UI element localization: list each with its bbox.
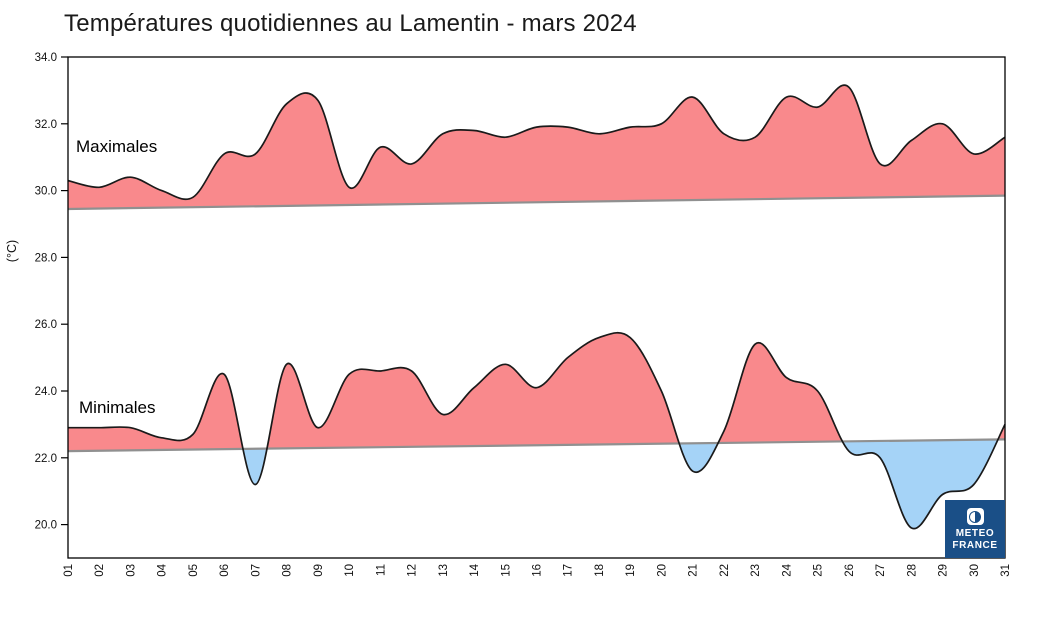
x-tick-label: 19	[625, 564, 637, 577]
x-tick-label: 31	[1000, 564, 1012, 577]
meteo-france-logo: METEO FRANCE	[945, 500, 1005, 558]
x-tick-label: 18	[594, 564, 606, 577]
x-tick-label: 06	[219, 564, 231, 577]
x-tick-label: 30	[969, 564, 981, 577]
x-tick-label: 03	[125, 564, 137, 577]
series-label-minimales: Minimales	[79, 398, 156, 417]
y-tick-label: 22.0	[35, 453, 57, 465]
y-tick-label: 32.0	[35, 119, 57, 131]
x-tick-label: 11	[375, 564, 387, 576]
series-label-maximales: Maximales	[76, 137, 158, 156]
area-above-normal-maximales	[68, 85, 1005, 209]
chart-title: Températures quotidiennes au Lamentin - …	[64, 10, 637, 37]
logo-text-meteo: METEO	[955, 528, 995, 539]
x-tick-label: 22	[719, 564, 731, 577]
y-tick-label: 34.0	[35, 52, 57, 64]
x-tick-label: 14	[469, 563, 481, 576]
meteo-france-icon	[966, 508, 984, 525]
x-tick-label: 24	[781, 563, 793, 576]
logo-text-france: FRANCE	[952, 539, 998, 551]
y-axis-unit-label: (°C)	[5, 240, 19, 262]
x-tick-label: 01	[63, 564, 75, 577]
x-tick-label: 21	[688, 564, 700, 577]
x-tick-label: 12	[407, 564, 419, 577]
x-tick-label: 05	[188, 564, 200, 577]
x-tick-label: 28	[906, 564, 918, 577]
x-tick-label: 09	[313, 564, 325, 577]
x-tick-label: 15	[500, 564, 512, 577]
x-tick-label: 10	[344, 564, 356, 577]
y-tick-label: 20.0	[35, 520, 57, 532]
x-tick-label: 26	[844, 564, 856, 577]
x-tick-label: 23	[750, 564, 762, 577]
y-tick-label: 30.0	[35, 186, 57, 198]
x-tick-label: 16	[532, 564, 544, 577]
temperature-curve-maximales	[67, 84, 1006, 201]
y-tick-label: 28.0	[35, 252, 57, 264]
x-tick-label: 25	[813, 564, 825, 577]
normal-line-minimales	[67, 438, 1006, 453]
temperature-curve-minimales	[68, 331, 1006, 530]
x-tick-label: 13	[438, 564, 450, 577]
y-tick-label: 26.0	[35, 319, 57, 331]
area-above-normal-minimales	[68, 332, 1005, 452]
x-tick-label: 07	[250, 564, 262, 577]
y-tick-label: 24.0	[35, 386, 57, 398]
x-tick-label: 02	[94, 564, 106, 577]
normal-line-maximales	[67, 194, 1006, 211]
x-tick-label: 08	[282, 564, 294, 577]
x-tick-label: 29	[938, 564, 950, 577]
x-tick-label: 20	[656, 564, 668, 577]
meteo-france-moon-glyph	[969, 510, 981, 523]
x-tick-label: 17	[563, 564, 575, 577]
x-tick-label: 04	[157, 563, 169, 576]
plot-border	[67, 56, 1006, 559]
x-tick-label: 27	[875, 564, 887, 577]
